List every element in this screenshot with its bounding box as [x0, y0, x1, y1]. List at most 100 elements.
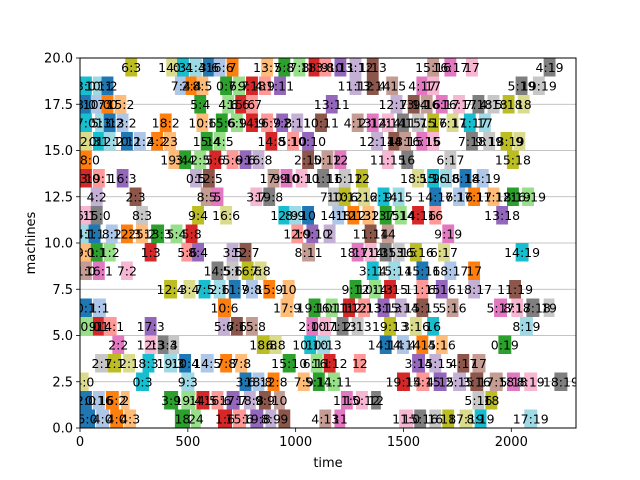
task-bar: [381, 113, 394, 132]
task-bar: [252, 372, 265, 391]
y-tick-label: 17.5: [44, 98, 73, 113]
task-bar: [80, 206, 92, 225]
task-bar: [174, 409, 190, 428]
task-bar: [483, 132, 496, 151]
task-label: 5:10: [279, 134, 307, 149]
task-bar: [472, 391, 485, 410]
task-label: 14:16: [400, 208, 436, 223]
task-bar: [112, 335, 125, 354]
task-label: 0:1: [87, 245, 107, 260]
task-bar: [105, 391, 119, 410]
task-bar: [95, 113, 107, 132]
task-bar: [194, 95, 207, 114]
task-label: 19:19: [521, 78, 557, 93]
task-label: 18:9: [300, 60, 328, 75]
task-label: 9: [280, 411, 288, 426]
task-label: 14:11: [316, 374, 352, 389]
task-bar: [364, 243, 377, 262]
task-label: 12:4: [157, 282, 185, 297]
task-bar: [349, 58, 362, 77]
task-label: 9:15: [385, 189, 413, 204]
task-label: 1:11: [266, 78, 294, 93]
task-bar: [517, 95, 530, 114]
task-bar: [291, 113, 304, 132]
task-label: 16:3: [109, 171, 137, 186]
task-label: 3:14: [405, 356, 433, 371]
task-bar: [88, 224, 101, 243]
task-label: 7:8: [216, 356, 236, 371]
task-bar: [310, 354, 323, 373]
task-bar: [351, 317, 364, 336]
task-bar: [440, 169, 452, 188]
task-bar: [336, 317, 349, 336]
task-bar: [282, 354, 296, 373]
task-label: 4:16: [428, 337, 456, 352]
task-label: 15:6: [226, 411, 254, 426]
task-label: 6:17: [430, 245, 458, 260]
task-bar: [80, 113, 92, 132]
task-label: 2:14: [359, 115, 387, 130]
task-bar: [166, 58, 179, 77]
task-bar: [487, 95, 500, 114]
y-tick-label: 10.0: [44, 237, 73, 252]
task-label: 15:14: [383, 300, 419, 315]
task-label: 16: [427, 208, 443, 223]
task-label: 14:14: [368, 337, 404, 352]
task-bar: [80, 150, 92, 169]
task-label: 7:8: [272, 115, 292, 130]
task-label: 4:13: [344, 115, 372, 130]
task-label: 2:1: [92, 356, 112, 371]
task-label: 17: [425, 78, 441, 93]
task-label: 9: [515, 134, 523, 149]
task-label: 4:17: [408, 78, 436, 93]
task-bar: [280, 298, 294, 317]
y-axis-ticks: 0.0 2.5 5.0 7.5 10.0 12.5 15.0 17.5 20.0: [44, 52, 80, 437]
task-label: 14:5: [203, 263, 231, 278]
task-label: 8:0: [76, 97, 96, 112]
task-label: 18:8: [236, 393, 264, 408]
task-bar: [468, 280, 481, 299]
task-label: 7:9: [294, 374, 314, 389]
task-label: 2:6: [210, 282, 230, 297]
task-label: 5:17: [486, 300, 514, 315]
task-label: 12:3: [72, 134, 100, 149]
task-bar: [174, 76, 187, 95]
task-bar: [496, 206, 509, 225]
task-bar: [358, 187, 371, 206]
task-bar: [235, 354, 248, 373]
task-label: 4:15: [426, 374, 454, 389]
task-label: 13:14: [355, 78, 391, 93]
task-bar: [515, 243, 529, 262]
task-bar: [189, 58, 202, 77]
task-label: 3:0: [76, 78, 96, 93]
task-label: 4:2: [147, 134, 167, 149]
task-label: 4:0: [107, 411, 127, 426]
task-label: 16:17: [441, 97, 477, 112]
task-label: 8:17: [503, 300, 531, 315]
task-bar: [170, 224, 183, 243]
task-bar: [246, 317, 258, 336]
task-bar: [194, 150, 207, 169]
task-bar: [80, 76, 92, 95]
task-label: 3:16: [402, 319, 430, 334]
task-bar: [80, 372, 89, 391]
task-label: 17:19: [513, 411, 549, 426]
task-label: 16:6: [234, 263, 262, 278]
task-label: 15:8: [238, 319, 266, 334]
task-label: 18:15: [387, 134, 423, 149]
task-bar: [349, 280, 362, 299]
task-bar: [276, 113, 289, 132]
task-label: 11:0: [333, 393, 361, 408]
task-label: 9:16: [432, 171, 460, 186]
task-bar: [472, 95, 485, 114]
task-label: 12:13: [378, 97, 414, 112]
task-label: 5:4: [190, 97, 210, 112]
task-bar: [390, 95, 403, 114]
task-bar: [220, 76, 233, 95]
task-label: 2:4: [182, 78, 202, 93]
task-label: 3:9: [161, 393, 181, 408]
task-label: 10:6: [188, 115, 216, 130]
task-bar: [399, 132, 412, 151]
task-bar: [256, 335, 270, 354]
task-bar: [332, 206, 345, 225]
